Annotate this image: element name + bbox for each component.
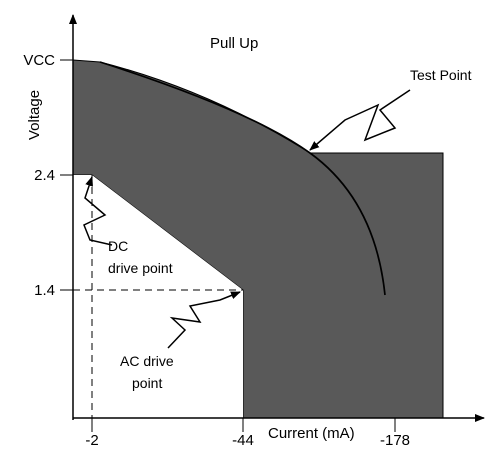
x-tick-label-minus-44: -44 — [232, 432, 254, 449]
y-tick-label-vcc: VCC — [23, 52, 55, 69]
dc-drive-label-line2: drive point — [108, 260, 173, 276]
test-point-curve — [99, 61, 386, 296]
ac-drive-arrow — [167, 291, 241, 349]
ac-drive-label-line1: AC drive — [120, 353, 174, 369]
x-tick-label-minus-2: -2 — [85, 432, 98, 449]
test-point-arrow — [309, 89, 411, 151]
dc-drive-arrow — [83, 176, 113, 246]
ac-drive-label-line2: point — [132, 375, 162, 391]
y-tick-label-2-4: 2.4 — [34, 167, 55, 184]
diagram-title: Pull Up — [210, 35, 258, 52]
drive-region — [73, 175, 243, 418]
x-tick-label-minus-178: -178 — [380, 432, 410, 449]
test-point-label: Test Point — [410, 67, 472, 83]
y-axis-label: Voltage — [26, 90, 43, 140]
x-axis-label: Current (mA) — [268, 425, 355, 442]
y-tick-label-1-4: 1.4 — [34, 282, 55, 299]
dc-drive-label-line1: DC — [108, 238, 128, 254]
